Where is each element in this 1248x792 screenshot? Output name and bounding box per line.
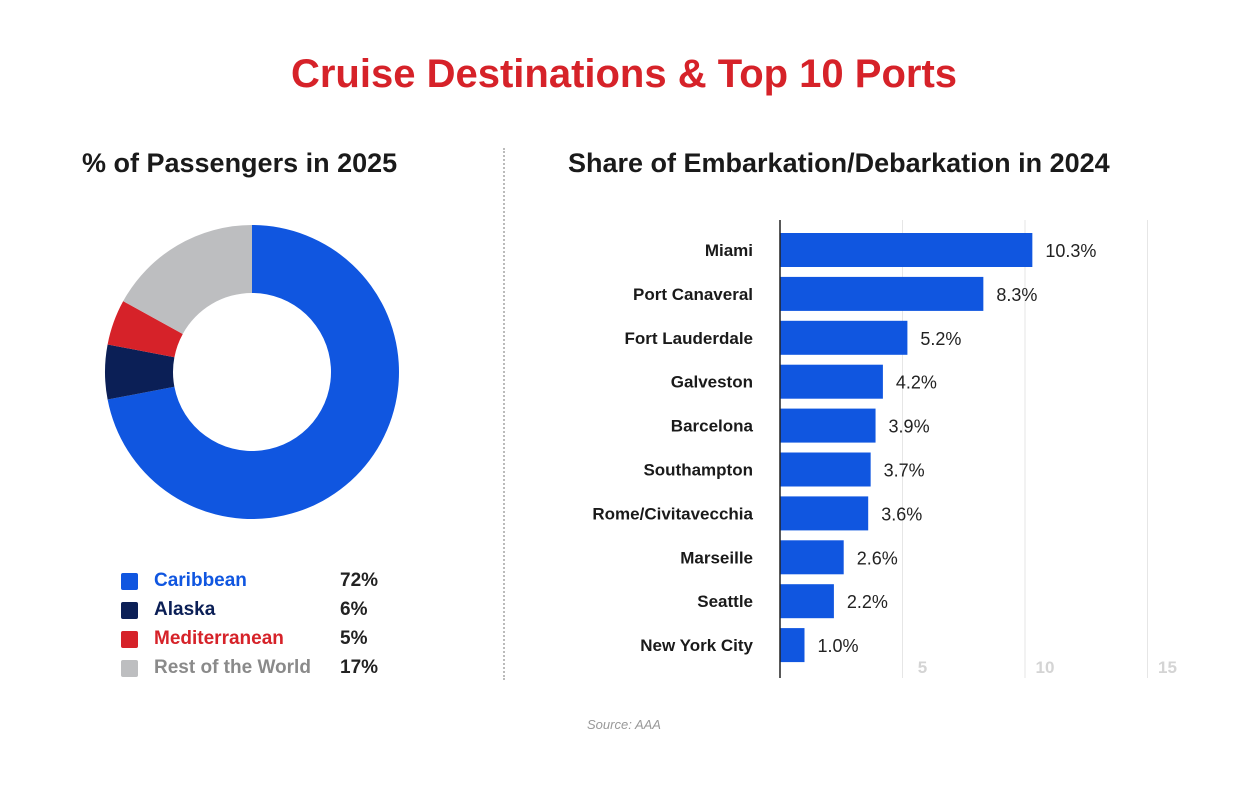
donut-slice <box>105 344 175 400</box>
divider <box>503 148 505 680</box>
donut-title: % of Passengers in 2025 <box>82 148 398 178</box>
category-label: Rome/Civitavecchia <box>592 504 753 523</box>
data-label: 3.6% <box>881 504 922 524</box>
donut-slice <box>107 301 183 358</box>
category-label: Barcelona <box>671 417 754 436</box>
source-note: Source: AAA <box>587 717 661 732</box>
bar <box>780 320 908 355</box>
legend-swatch <box>121 573 138 590</box>
bar <box>780 540 844 575</box>
data-label: 4.2% <box>896 373 937 393</box>
bar <box>780 276 984 311</box>
legend-value: 17% <box>340 657 379 678</box>
legend-value: 6% <box>340 599 368 620</box>
bar <box>780 496 869 531</box>
legend-label: Rest of the World <box>154 657 311 678</box>
category-label: New York City <box>640 636 753 655</box>
category-label: Seattle <box>697 592 753 611</box>
category-label: Miami <box>705 241 753 260</box>
legend-item: Mediterranean 5% <box>121 628 391 652</box>
category-label: Port Canaveral <box>633 285 753 304</box>
donut-slice <box>123 225 252 334</box>
category-label: Marseille <box>680 548 753 567</box>
bar <box>780 408 876 443</box>
category-label: Galveston <box>671 373 753 392</box>
data-label: 8.3% <box>996 285 1037 305</box>
bar <box>780 364 883 399</box>
data-label: 2.2% <box>847 592 888 612</box>
bar <box>780 452 871 487</box>
bar-chart-title: Share of Embarkation/Debarkation in 2024 <box>568 148 1110 178</box>
x-tick-label: 10 <box>1036 658 1055 677</box>
legend-swatch <box>121 602 138 619</box>
legend-label: Alaska <box>154 599 216 620</box>
donut-slice <box>107 225 400 519</box>
legend-swatch <box>121 631 138 648</box>
x-tick-label: 15 <box>1158 658 1177 677</box>
legend-item: Alaska 6% <box>121 599 391 623</box>
legend-item: Caribbean 72% <box>121 570 391 594</box>
bar <box>780 584 834 619</box>
data-label: 3.9% <box>889 417 930 437</box>
legend-item: Rest of the World 17% <box>121 657 391 681</box>
legend-value: 72% <box>340 570 379 591</box>
data-label: 5.2% <box>920 329 961 349</box>
legend-label: Caribbean <box>154 570 247 591</box>
legend-label: Mediterranean <box>154 628 284 649</box>
main-title: Cruise Destinations & Top 10 Ports <box>290 52 958 96</box>
bar <box>780 628 805 663</box>
category-label: Fort Lauderdale <box>625 329 753 348</box>
data-label: 2.6% <box>857 548 898 568</box>
bar <box>780 233 1033 267</box>
data-label: 3.7% <box>884 461 925 481</box>
category-label: Southampton <box>643 461 753 480</box>
legend-value: 5% <box>340 628 368 649</box>
data-label: 1.0% <box>818 636 859 656</box>
data-label: 10.3% <box>1045 241 1096 261</box>
x-tick-label: 5 <box>918 658 927 677</box>
legend-swatch <box>121 660 138 677</box>
